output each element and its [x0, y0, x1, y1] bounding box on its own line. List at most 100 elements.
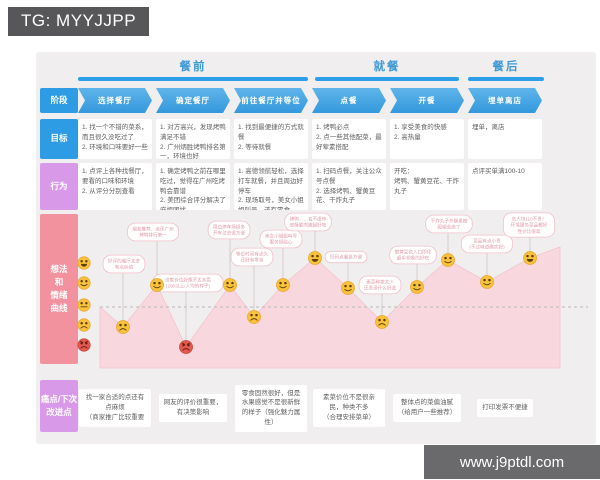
goal-cell: 1. 享受美食的快感 2. 高热量: [390, 119, 464, 159]
phase-bar-during: [315, 77, 459, 81]
emoji-angry-icon: [77, 338, 91, 352]
svg-text:素菜种类太少: 素菜种类太少: [366, 279, 394, 286]
svg-text:(不过味道确实好): (不过味道确实好): [469, 244, 505, 251]
svg-text:超乎想象的好吃: 超乎想象的好吃: [397, 255, 430, 262]
phase-after-meal: 餐后: [492, 60, 520, 73]
emoji-smile-icon: [150, 278, 164, 292]
row-label-emotion-curve: 想法 和 情绪 曲线: [40, 214, 78, 364]
svg-text:好评的餐厅太多: 好评的餐厅太多: [108, 258, 141, 265]
pain-cell: 整体点的菜偏油腻 （给用户一些推荐）: [390, 376, 464, 440]
pain-cell: 找一家合适的点还有点麻烦 （商家推广比较重要: [78, 376, 152, 440]
svg-text:等位时间有点久: 等位时间有点久: [236, 251, 269, 258]
goal-cell: 埋单，离店: [468, 119, 542, 159]
stage-choose-restaurant: 选择餐厅: [78, 88, 152, 113]
goal-cell: 1. 对方高兴，发现烤鸭满足不错 2. 广州炳胜烤鸭排名第一，环境也好: [156, 119, 230, 159]
behavior-cell: 开吃： 烤鸭、蟹黄豆花、干炸丸子: [390, 163, 464, 210]
svg-text:环境服务菜品都好: 环境服务菜品都好: [511, 222, 548, 229]
behavior-cell: 1. 高德领航轻松，选择打车就餐，并且周边好停车 2. 现场取号，美女小姐姐叫号…: [234, 163, 308, 210]
stage-go-and-wait: 前往餐厅并等位: [234, 88, 308, 113]
behavior-cell: 点评买单满100-10: [468, 163, 542, 210]
svg-text:有点纠结: 有点纠结: [115, 264, 134, 271]
emoji-smile-icon: [410, 280, 424, 294]
stage-pay-and-leave: 埋单离店: [468, 88, 542, 113]
emoji-smile-icon: [223, 278, 237, 292]
behavior-cell: 1. 点评上各种找餐厅，要看的口味和环境 2. 从评分分别查看: [78, 163, 152, 210]
svg-text:开车过去很方便: 开车过去很方便: [213, 230, 246, 237]
phase-bar-before: [78, 77, 308, 81]
stage-start-eating: 开餐: [390, 88, 464, 113]
svg-text:美女小姐姐叫号: 美女小姐姐叫号: [265, 233, 298, 240]
pain-card: 网友的评价很重要， 有决策影响: [158, 394, 228, 422]
svg-text:蟹黄豆花入口即化: 蟹黄豆花入口即化: [395, 249, 432, 256]
goal-cell: 1. 找到最便捷的方式就餐 2. 等待就餐: [234, 119, 308, 159]
pain-card: 找一家合适的点还有点麻烦 （商家推广比较重要: [79, 389, 151, 427]
watermark-top-left: TG: MYYJJPP: [8, 7, 150, 36]
svg-text:朋友推荐，点评广州: 朋友推荐，点评广州: [132, 226, 174, 233]
pain-card: 素菜价位不是很亲民，种类不多 （合理安排菜单）: [313, 389, 385, 427]
row-label-pain-points: 痛点/下次改进点: [40, 380, 78, 432]
phase-before-meal: 餐前: [179, 60, 207, 73]
row-label-behavior: 行为: [40, 163, 78, 210]
watermark-bottom-right: www.j9ptdl.com: [424, 445, 600, 479]
emoji-angry-icon: [179, 340, 193, 354]
emoji-frown-icon: [375, 315, 389, 329]
svg-text:配椒盐绝了: 配椒盐绝了: [438, 224, 461, 231]
pain-card: 整体点的菜偏油腻 （给用户一些推荐）: [392, 394, 462, 422]
pain-cell: 素菜价位不是很亲民，种类不多 （合理安排菜单）: [312, 376, 386, 440]
svg-text:总人均110不贵！: 总人均110不贵！: [512, 215, 547, 222]
behavior-cell: 1. 扫码点餐，关注公众号点餐 2. 选择烤鸭、蟹黄豆花、干炸丸子: [312, 163, 386, 210]
thought-bubble: 菜品有点小贵(不过味道确实好): [460, 234, 514, 254]
svg-text:还好有零食: 还好有零食: [241, 257, 264, 264]
emoji-frown-icon: [116, 320, 130, 334]
behavior-cell: 1. 确定烤鸭之前在哪里吃过，觉得在广州吃烤鸭会靠谱 2. 美团综合评分解决了麻…: [156, 163, 230, 210]
emoji-frown-icon: [77, 318, 91, 332]
emoji-neutral-icon: [77, 298, 91, 312]
thought-bubble: 这家价位好像不太亲民(200以上/人均的样子): [152, 273, 224, 293]
svg-text:性价比很高: 性价比很高: [518, 228, 541, 235]
svg-text:菜品有点小贵: 菜品有点小贵: [473, 238, 501, 245]
goal-cell: 1. 找一个不错的菜系，而且很久没吃过了 2. 环境和口味要好一些: [78, 119, 152, 159]
goal-cell: 1. 烤鸭必点 2. 点一些其他配菜，最好荤素搭配: [312, 119, 386, 159]
svg-text:服务挺贴心: 服务挺贴心: [270, 239, 293, 246]
row-label-stage: 阶段: [40, 88, 78, 113]
emoji-smile-icon: [276, 278, 290, 292]
pain-cell: 网友的评价很重要， 有决策影响: [156, 376, 230, 440]
stage-confirm-restaurant: 确定餐厅: [156, 88, 230, 113]
emotion-curve-chart: 好评的餐厅太多 有点纠结 朋友推荐，点评广州 烤鸭排行第一这家价位好像不太亲民 (200…: [76, 212, 596, 370]
svg-text:这家价位好像不太亲民: 这家价位好像不太亲民: [165, 277, 211, 284]
svg-text:(200以上/人均的样子): (200以上/人均的样子): [166, 283, 211, 290]
emoji-laugh-icon: [77, 256, 91, 270]
emoji-smile-icon: [77, 276, 91, 290]
svg-text:烤鸭……名不虚传: 烤鸭……名不虚传: [290, 216, 327, 223]
svg-text:还贵没什么好选: 还贵没什么好选: [364, 285, 397, 292]
svg-text:烤鸭排行第一: 烤鸭排行第一: [139, 232, 167, 239]
phase-during-meal: 就餐: [373, 60, 401, 73]
pain-cell: 打印发票不便捷: [468, 376, 542, 440]
stage-order: 点餐: [312, 88, 386, 113]
pain-card: 零食固然很好，但是水果感觉不是很新鲜的样子（强化魅力属性）: [235, 384, 307, 432]
emoji-smile-icon: [480, 275, 494, 289]
phase-bar-after: [468, 77, 544, 81]
svg-text:周边停车场挺多: 周边停车场挺多: [213, 224, 246, 231]
pain-cell: 零食固然很好，但是水果感觉不是很新鲜的样子（强化魅力属性）: [234, 376, 308, 440]
emoji-laugh-icon: [308, 251, 322, 265]
thought-bubble: 扫码点餐挺方便: [324, 250, 368, 264]
emoji-smile-icon: [441, 253, 455, 267]
svg-text:皮酥脆肉嫩超好吃: 皮酥脆肉嫩超好吃: [290, 222, 327, 229]
emoji-frown-icon: [247, 310, 261, 324]
emotion-area: [99, 246, 561, 369]
emoji-smile-icon: [341, 281, 355, 295]
pain-card: 打印发票不便捷: [477, 399, 533, 417]
emoji-laugh-icon: [523, 251, 537, 265]
svg-text:扫码点餐挺方便: 扫码点餐挺方便: [330, 254, 363, 261]
